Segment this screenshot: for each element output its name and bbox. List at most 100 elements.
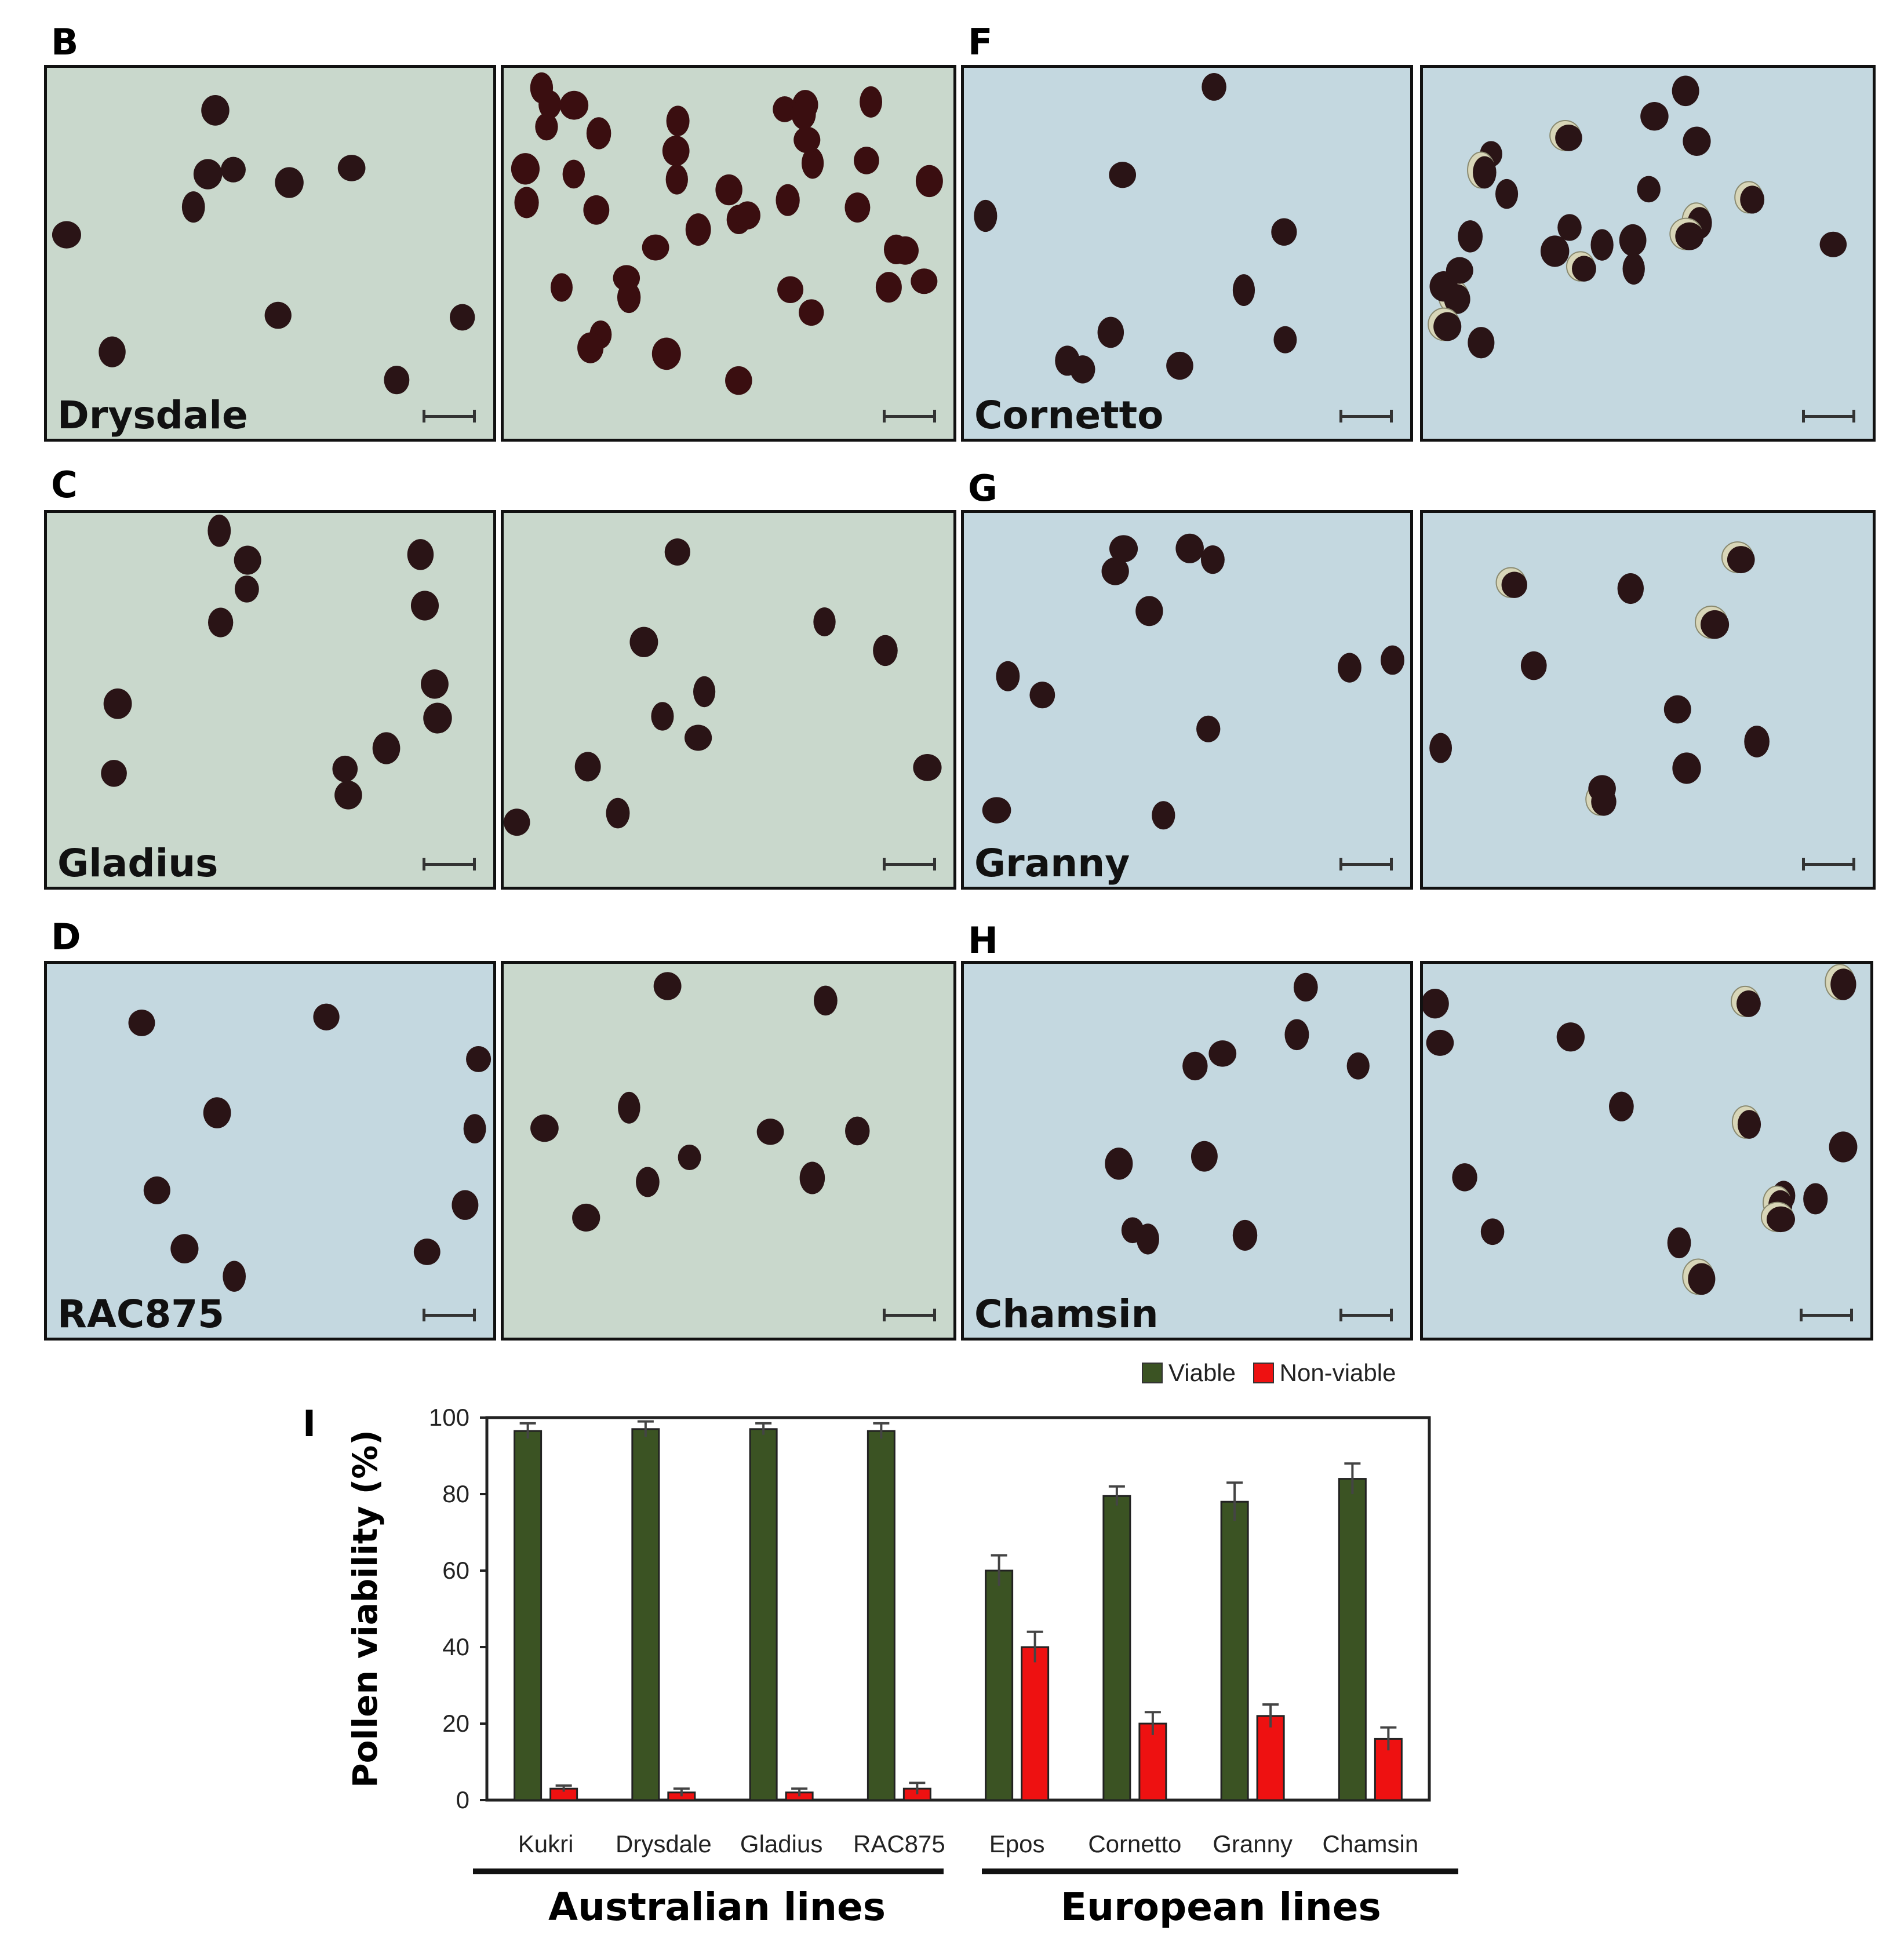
pollen-grain: [854, 147, 879, 174]
pollen-grain: [203, 1097, 231, 1128]
micrograph-background: [1423, 513, 1873, 887]
micrograph-drysdale-2: [501, 65, 956, 442]
pollen-grain: [693, 676, 716, 708]
pollen-grain: [1495, 179, 1519, 209]
pollen-grain: [170, 1234, 199, 1263]
pollen-grain: [974, 199, 997, 232]
pollen-grain: [514, 187, 539, 218]
bar-viable: [1102, 1495, 1131, 1801]
legend-swatch-viable: [1142, 1363, 1163, 1383]
australian-group-line: [473, 1868, 944, 1874]
pollen-grain: [586, 117, 611, 150]
scale-bar-tick: [933, 410, 936, 422]
scale-bar-line: [883, 1314, 936, 1317]
scale-bar-line: [883, 863, 936, 866]
scale-bar: [1339, 1309, 1393, 1321]
micrograph-rac875-1: RAC875: [44, 961, 496, 1341]
scale-bar: [423, 410, 476, 422]
pollen-grain: [334, 781, 362, 810]
scale-bar-tick: [1339, 858, 1342, 870]
scale-bar-tick: [1852, 858, 1855, 870]
legend: Viable Non-viable: [1142, 1359, 1396, 1387]
pollen-grain: [1293, 972, 1318, 1002]
pollen-grain: [413, 1239, 440, 1265]
pollen-grain: [1097, 316, 1124, 348]
panel-letter-d: D: [51, 916, 81, 958]
pollen-grain: [1688, 1263, 1716, 1295]
pollen-grain: [1152, 801, 1175, 830]
pollen-grain: [665, 164, 688, 195]
scale-bar-line: [1802, 863, 1855, 866]
scale-bar-tick: [1339, 1309, 1342, 1321]
panel-letter-f: F: [968, 21, 993, 63]
pollen-grain: [651, 702, 674, 731]
pollen-grain: [799, 1161, 825, 1194]
pollen-grain: [1571, 256, 1596, 282]
scale-bar-line: [883, 415, 936, 418]
pollen-grain: [511, 153, 540, 185]
micrograph-background: [504, 513, 953, 887]
pollen-grain: [1667, 1227, 1691, 1259]
pollen-grain: [1284, 1019, 1309, 1051]
pollen-grain: [572, 1203, 600, 1232]
scale-bar-line: [1339, 415, 1393, 418]
pollen-grain: [1640, 101, 1669, 131]
pollen-grain: [1740, 185, 1765, 214]
pollen-grain: [1433, 312, 1462, 341]
pollen-grain: [577, 332, 604, 363]
micrograph-image: [1423, 513, 1873, 887]
bar-viable: [867, 1430, 895, 1801]
pollen-grain: [791, 98, 816, 130]
pollen-grain: [606, 797, 630, 829]
scale-bar: [423, 1309, 476, 1321]
micrograph-granny-2: [1420, 510, 1876, 890]
pollen-grain: [372, 732, 401, 764]
pollen-grain: [1202, 73, 1226, 101]
scale-bar-tick: [1390, 410, 1393, 422]
micrograph-rac875-2: [501, 961, 956, 1341]
pollen-grain: [538, 90, 562, 119]
pollen-grain: [1381, 645, 1404, 675]
pollen-grain: [337, 155, 366, 181]
micrograph-cornetto-1: Cornetto: [961, 65, 1413, 442]
pollen-grain: [223, 1261, 246, 1292]
pollen-grain: [1458, 220, 1483, 253]
x-tick-label: Epos: [989, 1830, 1045, 1857]
scale-bar-tick: [1339, 410, 1342, 422]
pollen-grain: [1555, 125, 1582, 151]
scale-bar: [1802, 858, 1855, 870]
micrograph-drysdale-1: Drysdale: [44, 65, 496, 442]
pollen-grain: [1663, 695, 1691, 724]
y-tick-label: 60: [442, 1557, 469, 1584]
pollen-grain: [1744, 726, 1770, 757]
pollen-grain: [996, 661, 1020, 691]
pollen-grain: [313, 1003, 340, 1030]
pollen-grain: [407, 539, 434, 570]
micrograph-gladius-1: Gladius: [44, 510, 496, 890]
pollen-grain: [777, 276, 804, 303]
x-tick-label: Chamsin: [1323, 1830, 1419, 1857]
y-tick-label: 100: [429, 1404, 469, 1431]
pollen-grain: [1337, 653, 1361, 683]
micrograph-image: [47, 964, 493, 1338]
panel-letter-i: I: [303, 1403, 316, 1445]
pollen-grain: [1070, 355, 1095, 384]
micrograph-chamsin-1: Chamsin: [961, 961, 1413, 1341]
x-tick-label: Drysdale: [616, 1830, 712, 1857]
scale-bar: [423, 858, 476, 870]
scale-bar-tick: [933, 1309, 936, 1321]
scale-bar-tick: [1802, 858, 1805, 870]
pollen-grain: [613, 265, 640, 292]
pollen-grain: [234, 545, 261, 575]
pollen-grain: [629, 626, 658, 657]
plot-area: [485, 1416, 1431, 1802]
pollen-grain: [101, 760, 127, 787]
pollen-grain: [1803, 1183, 1828, 1215]
pollen-grain: [201, 94, 230, 126]
micrograph-background: [964, 964, 1410, 1338]
pollen-grain: [1737, 1110, 1761, 1139]
panel-letter-g: G: [968, 467, 997, 509]
pollen-grain: [1135, 596, 1163, 626]
pollen-grain: [1182, 1051, 1208, 1081]
pollen-grain: [801, 147, 824, 179]
